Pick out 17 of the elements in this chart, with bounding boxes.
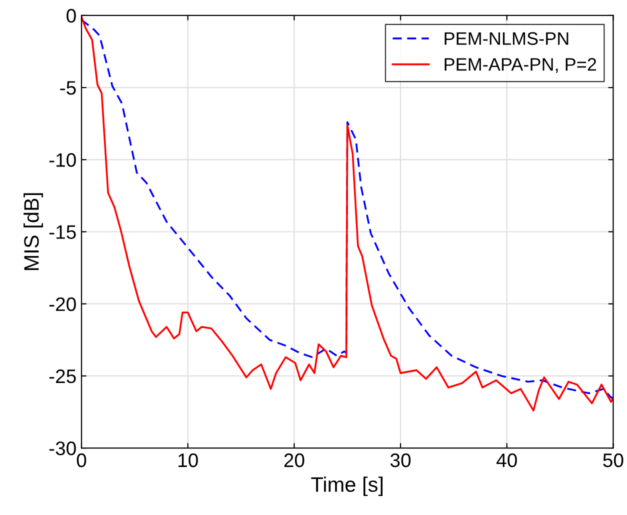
- y-tick-label: -20: [49, 297, 76, 312]
- y-tick-label: -30: [49, 442, 76, 456]
- x-tick-label: 20: [284, 453, 304, 468]
- x-tick-label: 30: [390, 453, 411, 468]
- legend-label: PEM-APA-PN, P=2: [444, 58, 596, 73]
- y-tick-label: -25: [49, 369, 76, 384]
- y-axis-title: MIS [dB]: [24, 193, 43, 270]
- x-tick-label: 50: [603, 453, 624, 468]
- x-tick-label: 10: [178, 453, 198, 468]
- legend-label: PEM-NLMS-PN: [444, 32, 568, 45]
- y-tick-label: 0: [66, 8, 76, 23]
- y-tick-label: -5: [60, 81, 76, 95]
- x-axis-title: Time [s]: [311, 476, 383, 496]
- x-tick-label: 40: [496, 453, 517, 468]
- y-tick-label: -15: [49, 225, 76, 239]
- y-tick-label: -10: [49, 153, 76, 167]
- x-tick-label: 0: [76, 453, 86, 468]
